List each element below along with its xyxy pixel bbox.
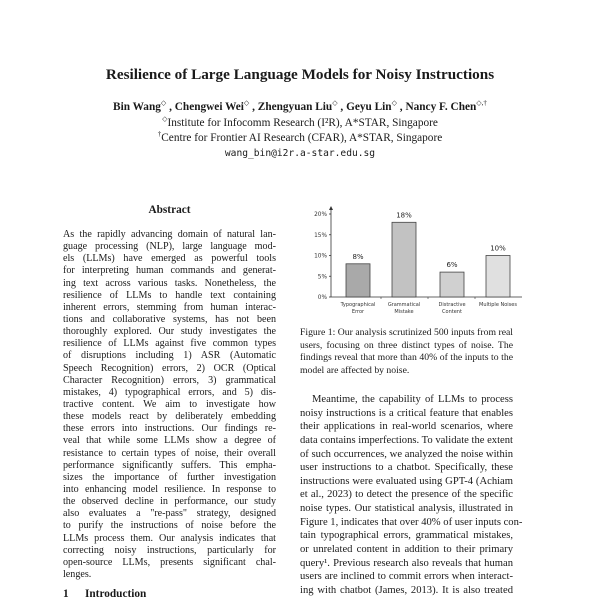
body-line: Figure 1, indicates that over 40% of use… [300,516,523,528]
abstract-line: the observed decline in performance, our… [63,496,276,508]
section-number: 1 [63,588,69,600]
abstract-line: Speech Recognition) errors, 2) OCR (Opti… [63,362,276,374]
body-line: their applications in real-world scenari… [300,421,513,433]
author-name: Chengwei Wei [174,101,244,113]
data-label: 10% [490,245,506,253]
author-name: Bin Wang [113,101,161,113]
category-label: Content [442,309,462,315]
bar [345,263,371,298]
y-tick-label: 0% [318,295,328,301]
body-line: Meantime, the capability of LLMs to proc… [312,394,513,405]
body-line: tain typographical errors, grammatical m… [300,530,513,542]
abstract-body: As the rapidly advancing domain of natur… [63,229,276,581]
abstract-line: LLMs process them. Our analysis indicate… [63,532,276,544]
y-axis-arrow [329,206,333,210]
author-affiliation-mark: ◇ [160,99,167,107]
figure-caption: Figure 1: Our analysis scrutinized 500 i… [300,327,513,378]
abstract-heading: Abstract [148,204,191,216]
abstract-line: lenges. [63,568,92,580]
y-tick-label: 5% [318,274,328,280]
abstract-line: of disruptions including 1) ASR (Automat… [63,350,276,362]
affiliation-mark: † [157,130,162,138]
author-name: Zhengyuan Liu [257,101,333,113]
author-name: Nancy F. Chen [405,101,477,113]
body-line: data contains imperfections. To validate… [300,434,513,446]
abstract-line: Character Recognition) errors, 3) gramma… [63,374,276,386]
abstract-line: these models react by deliberately embed… [63,411,276,423]
caption-line: findings reveal that more than 40% of th… [300,352,513,364]
abstract-line: open-source LLMs, presents significant c… [63,556,276,568]
body-line: of such occurrences, we analyzed the noi… [300,448,513,460]
abstract-line: resistance to certain types of noise, th… [63,447,276,459]
author-list: Bin Wang◇ , Chengwei Wei◇ , Zhengyuan Li… [113,99,487,114]
caption-line: Figure 1: Our analysis scrutinized 500 i… [300,327,513,338]
author-name: Geyu Lin [346,101,392,113]
abstract-line: ing text across various tasks. Nonethele… [63,277,276,289]
affiliation-text: Institute for Infocomm Research (I²R), A… [167,117,438,129]
affiliation-2: †Centre for Frontier AI Research (CFAR),… [0,130,600,145]
data-label: 6% [446,261,457,269]
bar [391,221,417,298]
abstract-line: tions and collaborative systems, has not… [63,313,276,325]
introduction-body: Meantime, the capability of LLMs to proc… [300,393,523,598]
y-tick-label: 10% [314,254,327,260]
abstract-line: performance significantly suffers. This … [63,459,276,471]
category-label: Grammatical [388,302,420,308]
abstract-line: As the rapidly advancing domain of natur… [63,229,276,240]
abstract-line: into enhancing model resilience. In resp… [63,483,276,495]
abstract-line: correcting noisy instructions, particula… [63,544,276,556]
category-label: Multiple Noises [479,302,517,308]
body-line: noisy instructions is a critical feature… [300,407,513,419]
abstract-line: resilience of LLMs against five common t… [63,338,276,350]
category-label: Mistake [394,309,413,315]
y-tick-label: 15% [314,233,327,239]
paper-title: Resilience of Large Language Models for … [105,66,495,83]
affiliation-1: ◇Institute for Infocomm Research (I²R), … [0,115,600,130]
body-line: query¹. Previous research also reveals t… [300,557,513,569]
author-affiliation-mark: ◇ [243,99,250,107]
author-affiliation-mark: ◇ [391,99,397,107]
y-tick-label: 20% [314,212,327,218]
abstract-line: to purify the instructions of noise befo… [63,520,276,532]
abstract-line: sizes the importance of further investig… [63,471,276,483]
author-affiliation-mark: ◇ [332,99,338,107]
abstract-line: mistakes, 4) typographical errors, and 5… [63,386,276,398]
data-label: 18% [396,211,412,219]
body-line: or unrelated content in addition to thei… [300,544,513,556]
abstract-line: these errors into instructions. Our find… [63,423,276,435]
abstract-line: for interpreting human commands and gene… [63,265,276,277]
abstract-line: guage processing (NLP), large language m… [63,241,276,253]
abstract-line: veal that while some LLMs show a degree … [63,435,276,447]
abstract-line: els (LLMs) have emerged as powerful tool… [63,253,276,265]
abstract-line: resilience of LLMs to handle text contai… [63,289,276,301]
author-affiliation-mark: ◇,† [476,99,487,107]
section-title: Introduction [85,588,147,600]
body-line: user instructions to a chatbot. Specific… [300,462,513,474]
affiliation-mark: ◇ [162,115,168,123]
body-line: et al., 2023) to detect the presence of … [300,489,513,501]
abstract-line: thoroughly explored. Our study investiga… [63,326,276,338]
body-line: users are inclined to commit errors when… [300,571,513,583]
category-label: Distractive [438,302,465,308]
body-line: instructions were evaluated using GPT-4 … [300,475,513,487]
abstract-line: inherent errors, stemming from human int… [63,301,276,313]
data-label: 8% [352,253,363,261]
abstract-line: tractive content. We aim to investigate … [63,398,276,410]
abstract-line: also evaluates a "re-pass" strategy, des… [63,508,276,520]
category-label: Error [352,309,365,315]
body-line: noise types. Our statistical analysis, i… [300,503,513,515]
bar [439,271,465,298]
body-line: ing with chatbot (James, 2013). It is al… [300,584,513,596]
category-label: Typographical [340,302,376,308]
bar [485,255,511,298]
section-heading-introduction: 1 Introduction [63,588,146,600]
caption-line: model are affected by noise. [300,365,410,377]
caption-line: users, focusing on three distinct types … [300,339,513,351]
affiliation-text: Centre for Frontier AI Research (CFAR), … [161,132,443,144]
author-email: wang_bin@i2r.a-star.edu.sg [224,148,376,159]
